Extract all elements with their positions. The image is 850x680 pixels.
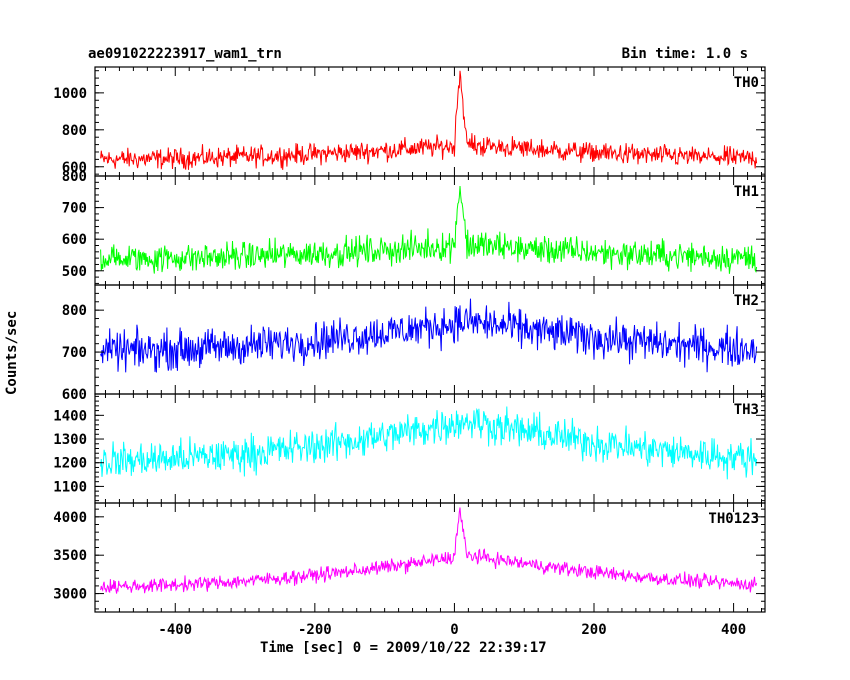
x-tick-label: -200	[298, 622, 332, 638]
y-tick-label: 1200	[53, 456, 87, 472]
x-tick-label: -400	[158, 622, 192, 638]
panel-label-th0123: TH0123	[708, 511, 759, 527]
panel-label-th0: TH0	[734, 75, 759, 91]
series-line-th0	[100, 70, 758, 170]
y-tick-label: 500	[62, 264, 87, 280]
y-tick-label: 3000	[53, 587, 87, 603]
panel-label-th3: TH3	[734, 402, 759, 418]
panel-label-th2: TH2	[734, 293, 759, 309]
y-tick-label: 1000	[53, 86, 87, 102]
light-curve-file-title: ae091022223917_wam1_trn	[88, 46, 282, 62]
panel-frame-th1	[94, 175, 766, 286]
x-tick-label: 200	[581, 622, 606, 638]
y-tick-label: 1100	[53, 479, 87, 495]
y-axis-label: Counts/sec	[4, 310, 20, 395]
y-tick-label: 800	[62, 169, 87, 185]
y-tick-label: 3500	[53, 548, 87, 564]
series-line-th2	[100, 298, 758, 373]
y-tick-label: 600	[62, 232, 87, 248]
y-tick-label: 1300	[53, 432, 87, 448]
y-tick-label: 1400	[53, 408, 87, 424]
panel-frame-th0123	[94, 502, 766, 613]
series-line-th3	[100, 406, 758, 480]
y-tick-label: 4000	[53, 510, 87, 526]
y-tick-label: 600	[62, 387, 87, 403]
y-tick-label: 700	[62, 201, 87, 217]
y-tick-label: 800	[62, 123, 87, 139]
panel-label-th1: TH1	[734, 184, 759, 200]
x-tick-label: 0	[450, 622, 458, 638]
series-line-th1	[100, 185, 758, 274]
series-line-th0123	[100, 507, 758, 594]
y-tick-label: 700	[62, 345, 87, 361]
x-axis-label: Time [sec] 0 = 2009/10/22 22:39:17	[260, 640, 547, 656]
bin-time-label: Bin time: 1.0 s	[621, 46, 748, 62]
y-tick-label: 600	[62, 160, 87, 176]
x-tick-label: 400	[721, 622, 746, 638]
y-tick-label: 800	[62, 303, 87, 319]
